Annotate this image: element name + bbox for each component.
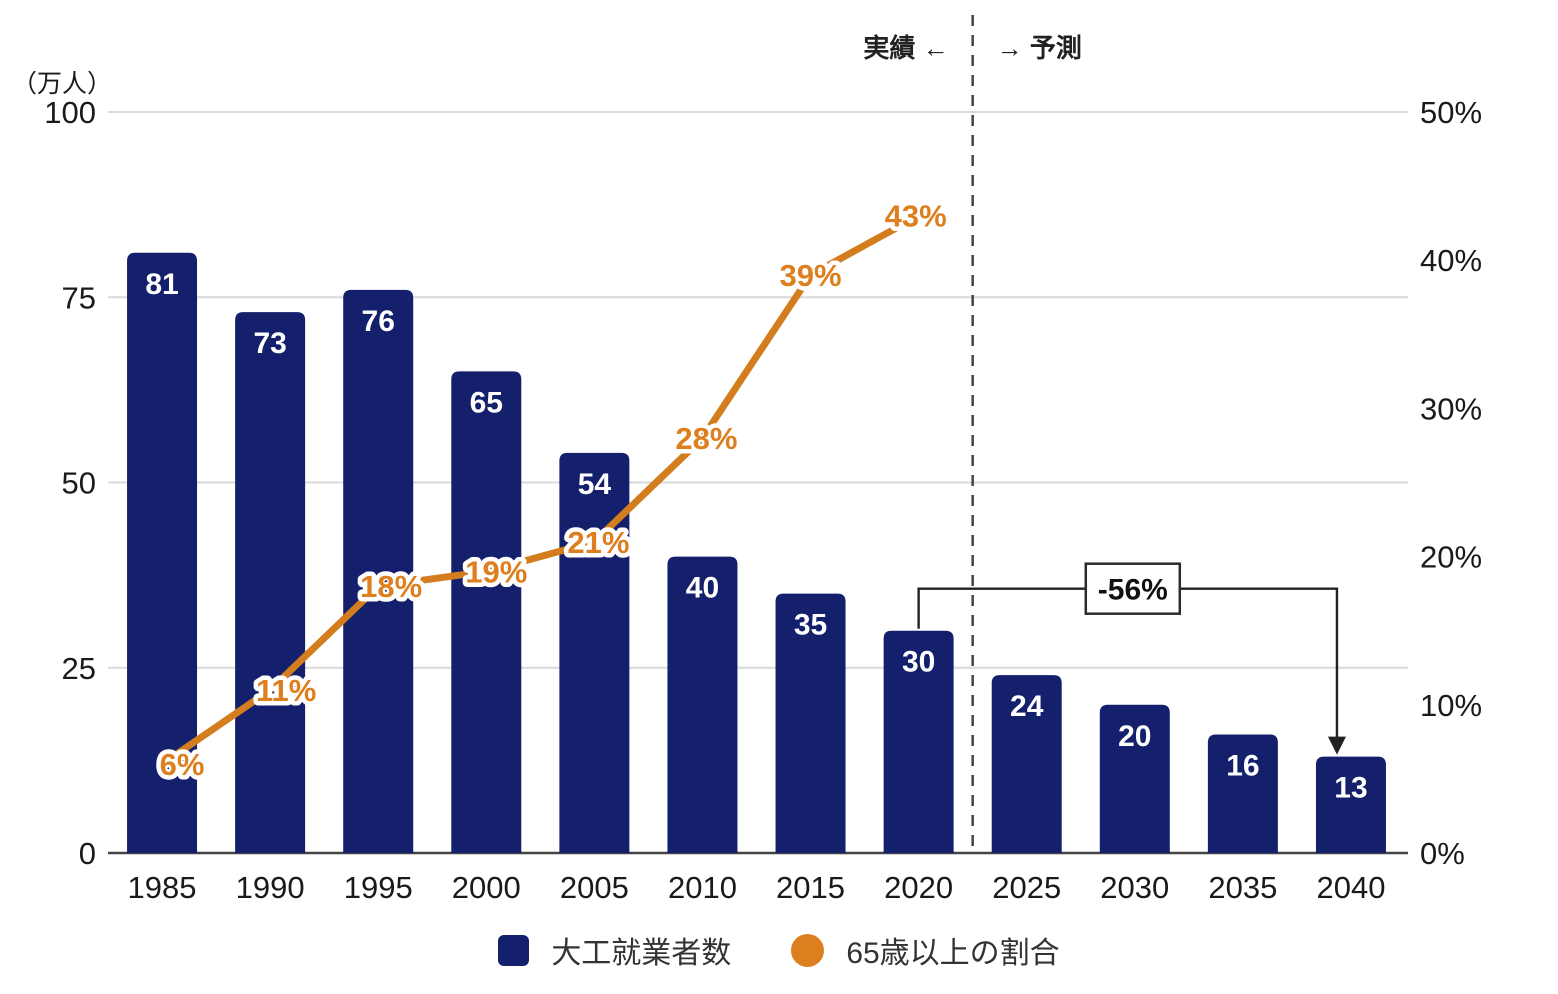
line-value-label: 28% — [675, 421, 737, 456]
left-axis-tick: 25 — [62, 651, 96, 686]
x-axis-tick: 2030 — [1100, 870, 1169, 905]
line-series — [158, 212, 923, 768]
legend-item-line-series: 65歳以上の割合 — [791, 928, 1060, 972]
x-axis-tick: 1995 — [344, 870, 413, 905]
line-value-label: 43% — [885, 199, 947, 234]
bar-value-label: 54 — [578, 468, 612, 501]
right-axis-tick: 0% — [1420, 836, 1465, 871]
bar-1995 — [343, 289, 414, 854]
x-axis-tick: 2005 — [560, 870, 629, 905]
legend-label-bar-series: 大工就業者数 — [551, 937, 732, 970]
x-axis-tick: 2040 — [1316, 870, 1385, 905]
change-label-box — [1084, 562, 1182, 615]
x-axis-tick: 2015 — [776, 870, 845, 905]
legend-item-bar-series: 大工就業者数 — [498, 928, 731, 972]
bar-value-label: 13 — [1334, 772, 1367, 805]
legend: 大工就業者数 65歳以上の割合 — [0, 924, 1558, 976]
bar-2040 — [1315, 756, 1386, 853]
left-axis-tick: 100 — [44, 95, 96, 130]
bar-value-label: 81 — [145, 268, 178, 301]
bar-value-label: 73 — [253, 327, 286, 360]
line-value-label: 11% — [256, 673, 316, 708]
bar-2030 — [1099, 704, 1170, 853]
left-axis-title: （万人） — [12, 70, 112, 98]
bar-2015 — [775, 593, 846, 853]
x-axis-tick: 2025 — [992, 870, 1061, 905]
bar-value-label: 24 — [1010, 690, 1044, 723]
bar-value-label: 16 — [1226, 749, 1259, 782]
line-value-label: 19% — [465, 554, 527, 589]
bar-1985 — [127, 252, 198, 854]
bar-value-label: 40 — [686, 572, 719, 605]
line-value-label: 21% — [567, 525, 629, 560]
right-axis-tick: 20% — [1420, 540, 1482, 575]
left-axis-tick: 50 — [62, 466, 96, 501]
arrow-down-icon — [1327, 736, 1346, 755]
right-axis-tick: 50% — [1420, 95, 1482, 130]
x-axis-tick: 1990 — [236, 870, 305, 905]
x-axis-tick: 2020 — [884, 870, 953, 905]
x-axis-tick: 2010 — [668, 870, 737, 905]
x-axis-tick: 2000 — [452, 870, 521, 905]
line-value-label: 18% — [360, 569, 422, 604]
line-value-label: 6% — [160, 747, 205, 782]
left-axis-tick: 0 — [79, 836, 96, 871]
bar-value-label: 35 — [794, 609, 827, 642]
actual-label: 実績 ← — [863, 33, 948, 63]
bar-2025 — [991, 675, 1062, 853]
line-value-label: 39% — [780, 258, 842, 293]
bar-2035 — [1207, 734, 1278, 853]
line-series-swatch-icon — [791, 933, 825, 967]
bar-value-label: 20 — [1118, 720, 1151, 753]
bar-2010 — [667, 556, 738, 853]
right-axis-tick: 30% — [1420, 391, 1482, 426]
bar-series-swatch-icon — [498, 934, 530, 966]
bar-2000 — [451, 371, 522, 853]
right-axis-tick: 40% — [1420, 243, 1482, 278]
bar-2005 — [559, 452, 630, 853]
legend-label-line-series: 65歳以上の割合 — [846, 937, 1060, 970]
bar-value-label: 76 — [362, 305, 395, 338]
x-axis-tick: 2035 — [1208, 870, 1277, 905]
right-axis-tick: 10% — [1420, 688, 1482, 723]
bar-2020 — [883, 630, 954, 853]
change-label: -56% — [1098, 574, 1168, 607]
x-axis-tick: 1985 — [128, 870, 197, 905]
forecast-label: → 予測 — [997, 33, 1082, 63]
bar-value-label: 30 — [902, 646, 935, 679]
bar-1990 — [235, 312, 306, 853]
left-axis-tick: 75 — [62, 280, 96, 315]
bar-value-label: 65 — [470, 386, 503, 419]
